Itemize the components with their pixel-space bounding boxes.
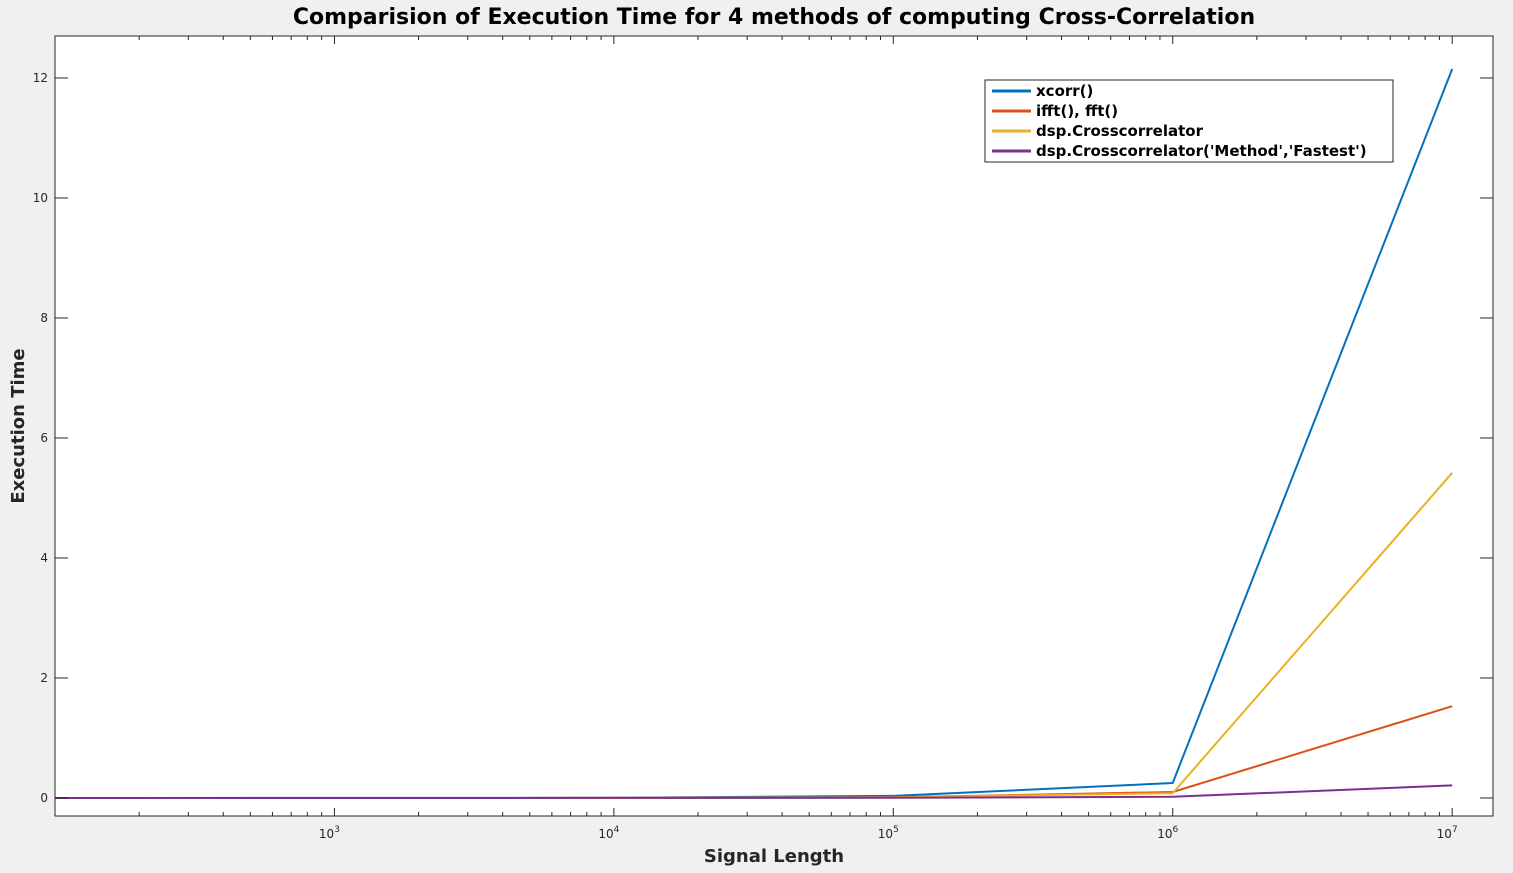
x-tick-label: 104 — [598, 825, 619, 841]
legend-entry: dsp.Crosscorrelator — [1036, 122, 1204, 140]
series-line-4 — [55, 784, 1453, 799]
axes-box — [54, 35, 1494, 817]
ticks-layer: 103 104 105 106 107 0 2 4 6 8 10 12 — [33, 36, 1493, 841]
x-tick-label: 107 — [1437, 825, 1458, 841]
x-tick-label: 103 — [319, 825, 340, 841]
x-axis-label: Signal Length — [704, 846, 844, 867]
plot-area — [55, 36, 1493, 816]
y-tick-label: 4 — [40, 551, 48, 565]
y-tick-label: 12 — [33, 71, 48, 85]
y-axis-label: Execution Time — [8, 348, 29, 503]
x-tick-label: 106 — [1157, 825, 1178, 841]
y-tick-label: 2 — [40, 671, 48, 685]
series-layer — [54, 68, 1454, 799]
y-tick-label: 10 — [33, 191, 48, 205]
legend-entry: xcorr() — [1036, 82, 1093, 100]
legend-entry: dsp.Crosscorrelator('Method','Fastest') — [1036, 142, 1367, 160]
chart-title: Comparision of Execution Time for 4 meth… — [293, 5, 1255, 30]
legend: xcorr() ifft(), fft() dsp.Crosscorrelator d… — [984, 79, 1394, 163]
legend-entry: ifft(), fft() — [1036, 102, 1118, 120]
y-tick-label: 6 — [40, 431, 48, 445]
x-tick-label: 105 — [878, 825, 899, 841]
y-tick-label: 8 — [40, 311, 48, 325]
legend-box — [984, 79, 1394, 163]
y-tick-label: 0 — [40, 791, 48, 805]
